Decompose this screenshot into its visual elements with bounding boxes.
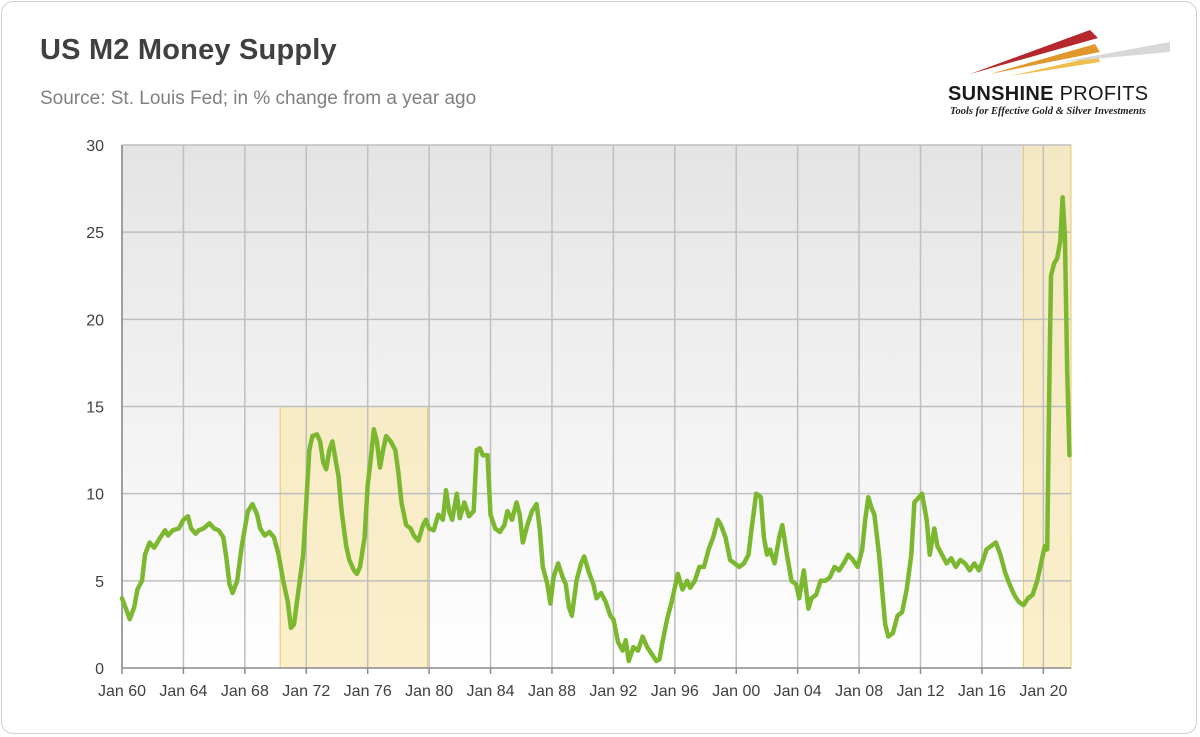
x-tick-label-1964: Jan 64 bbox=[159, 683, 207, 700]
x-tick-label-2008: Jan 08 bbox=[835, 683, 883, 700]
logo-ray-grey bbox=[1060, 42, 1170, 62]
x-tick-label-2004: Jan 04 bbox=[774, 683, 822, 700]
logo-brand-light: PROFITS bbox=[1059, 83, 1149, 105]
sunshine-rays-icon bbox=[970, 30, 1170, 76]
y-tick-label-30: 30 bbox=[86, 138, 104, 155]
chart-subtitle: Source: St. Louis Fed; in % change from … bbox=[40, 88, 477, 109]
tick-labels: 0 5 10 15 20 25 30 Jan 60 Jan 64 Jan 68 Jan 72 Jan … bbox=[86, 138, 1067, 700]
y-tick-label-0: 0 bbox=[95, 661, 104, 678]
x-tick-label-2016: Jan 16 bbox=[958, 683, 1006, 700]
y-tick-label-20: 20 bbox=[86, 312, 104, 329]
y-tick-label-15: 15 bbox=[86, 400, 104, 417]
x-tick-label-1976: Jan 76 bbox=[344, 683, 392, 700]
x-tick-label-1980: Jan 80 bbox=[405, 683, 453, 700]
x-tick-label-1968: Jan 68 bbox=[221, 683, 269, 700]
logo-brand-bold: SUNSHINE bbox=[948, 83, 1054, 105]
x-tick-label-2000: Jan 00 bbox=[712, 683, 760, 700]
gridlines bbox=[121, 144, 1071, 668]
series-line-1 bbox=[119, 195, 1072, 664]
x-tick-label-2012: Jan 12 bbox=[896, 683, 944, 700]
x-tick-label-1960: Jan 60 bbox=[98, 683, 146, 700]
x-tick-label-1972: Jan 72 bbox=[282, 683, 330, 700]
y-tick-label-5: 5 bbox=[95, 574, 104, 591]
y-tick-label-10: 10 bbox=[86, 487, 104, 504]
x-tick-label-1988: Jan 88 bbox=[528, 683, 576, 700]
axes bbox=[121, 145, 1071, 674]
logo-tagline: Tools for Effective Gold & Silver Invest… bbox=[950, 106, 1146, 117]
y-tick-label-25: 25 bbox=[86, 225, 104, 242]
x-tick-label-1992: Jan 92 bbox=[589, 683, 637, 700]
logo-ray-gold bbox=[1010, 56, 1100, 76]
logo-ray-red bbox=[970, 30, 1098, 74]
x-tick-label-1996: Jan 96 bbox=[651, 683, 699, 700]
logo-ray-orange bbox=[990, 44, 1100, 74]
series-lines bbox=[119, 195, 1072, 664]
x-tick-label-1984: Jan 84 bbox=[467, 683, 515, 700]
chart-title: US M2 Money Supply bbox=[40, 34, 337, 66]
logo-brand: SUNSHINE PROFITS bbox=[948, 83, 1148, 106]
x-tick-label-2020: Jan 20 bbox=[1019, 683, 1067, 700]
